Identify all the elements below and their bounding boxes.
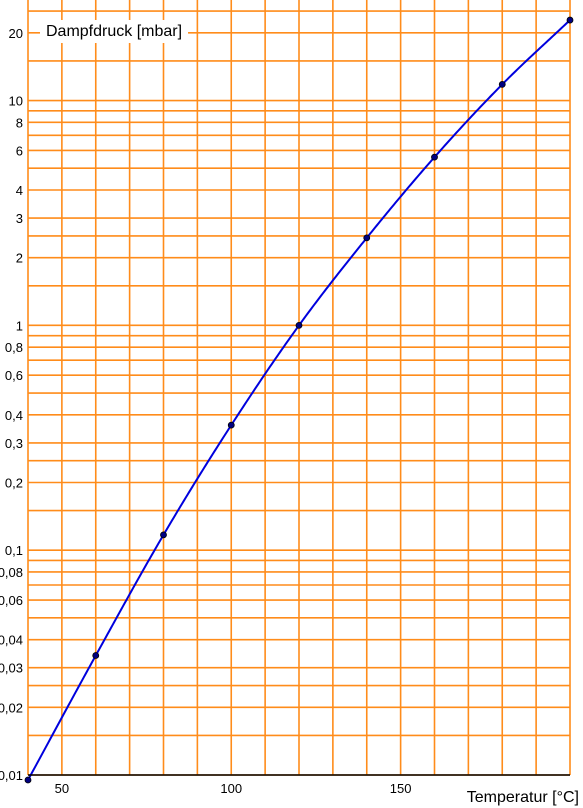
x-tick-label: 150 — [390, 781, 412, 796]
data-point — [92, 652, 100, 659]
y-axis-title: Dampfdruck [mbar] — [46, 23, 182, 40]
y-tick-label: 0,03 — [0, 661, 23, 676]
y-tick-label: 6 — [16, 143, 23, 158]
y-tick-label-background — [14, 143, 24, 159]
y-tick-label-background — [0, 660, 24, 676]
data-markers — [24, 16, 574, 784]
y-tick-label: 0,3 — [5, 436, 23, 451]
data-point — [431, 153, 438, 161]
y-tick-label-background — [14, 115, 24, 131]
y-tick-label-background — [14, 318, 24, 334]
x-grid — [27, 0, 571, 775]
y-tick-label: 0,04 — [0, 633, 23, 648]
y-tick-label-background — [3, 435, 24, 451]
x-tick-label: 50 — [55, 781, 69, 796]
x-axis-title: Temperatur [°C] — [467, 789, 579, 806]
x-tick-label: 100 — [220, 781, 242, 796]
data-point — [24, 776, 32, 784]
y-tick-label: 0,06 — [0, 593, 23, 608]
y-tick-label-background — [7, 93, 24, 109]
y-tick-label: 10 — [9, 94, 23, 109]
x-tick-labels: 50 100 150 — [55, 781, 412, 796]
data-point — [498, 80, 506, 88]
y-tick-label-background — [3, 368, 24, 384]
y-tick-label-background — [0, 700, 24, 716]
y-tick-label: 0,08 — [0, 565, 23, 580]
y-tick-label-background — [7, 25, 24, 41]
y-tick-label-background — [0, 768, 24, 783]
y-tick-label-background — [14, 182, 24, 198]
y-tick-label: 0,8 — [5, 340, 23, 355]
x-axis-title-background — [460, 786, 583, 808]
y-tick-label: 3 — [16, 211, 23, 226]
y-tick-label-background — [0, 564, 24, 580]
y-tick-label: 0,6 — [5, 368, 23, 383]
y-tick-label: 2 — [16, 251, 23, 266]
y-tick-label-background — [14, 211, 24, 227]
y-tick-label: 0,1 — [5, 543, 23, 558]
y-tick-label-background — [3, 340, 24, 356]
y-tick-label: 0,2 — [5, 475, 23, 490]
y-tick-label-background — [3, 407, 24, 423]
y-tick-label: 1 — [16, 318, 23, 333]
data-point — [227, 421, 235, 429]
y-tick-label: 0,4 — [5, 408, 23, 423]
data-point — [566, 16, 574, 24]
data-point — [363, 234, 371, 242]
y-tick-label-background — [0, 632, 24, 648]
y-tick-label-background — [0, 593, 24, 609]
y-tick-label: 20 — [9, 26, 23, 41]
y-axis-title-background — [40, 20, 189, 43]
y-tick-labels: 0,01 0,02 0,03 0,04 0,06 0,08 0,1 0,2 0,3 0,4 0,6 0… — [0, 25, 24, 783]
y-tick-label-background — [14, 250, 24, 266]
data-point — [295, 321, 303, 329]
y-tick-label: 8 — [16, 115, 23, 130]
y-tick-label-background — [3, 475, 24, 491]
y-tick-label: 0,02 — [0, 700, 23, 715]
y-tick-label: 0,01 — [0, 768, 23, 783]
y-tick-label: 4 — [16, 183, 23, 198]
y-tick-label-background — [3, 543, 24, 559]
data-point — [160, 531, 167, 539]
